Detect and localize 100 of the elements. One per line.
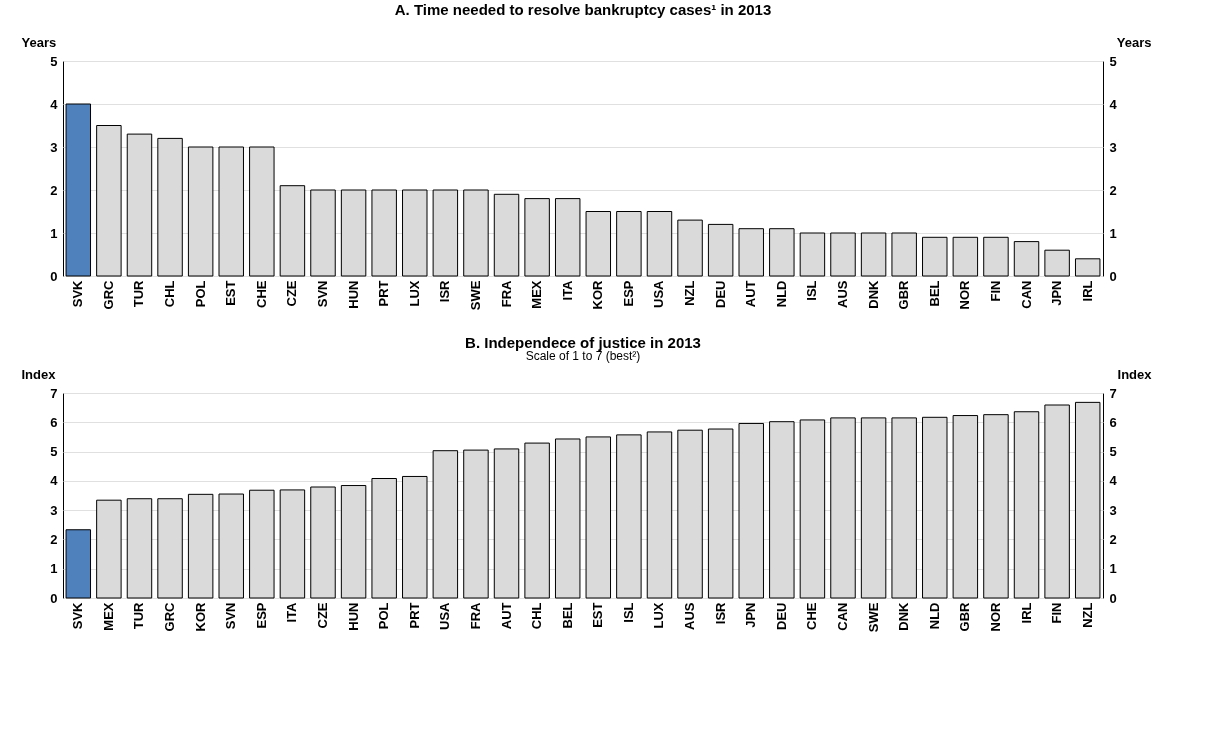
- x-tick-label: IRL: [1018, 602, 1034, 624]
- y2-tick-label: 1: [1109, 225, 1117, 241]
- y2-tick-label: 2: [1109, 531, 1117, 547]
- y-tick-label: 3: [50, 139, 58, 155]
- y-tick-label: 4: [50, 473, 59, 489]
- y2-tick-label: 7: [1109, 385, 1117, 401]
- x-tick-label: NOR: [987, 601, 1003, 632]
- y-tick-label: 1: [50, 561, 58, 577]
- x-tick-label: AUS: [682, 602, 698, 630]
- y2-tick-label: 1: [1109, 561, 1117, 577]
- y2-axis-title: Index: [1117, 366, 1153, 382]
- y2-tick-label: 5: [1109, 53, 1117, 69]
- x-tick-label: FIN: [987, 280, 1003, 302]
- y-tick-label: 4: [50, 96, 59, 112]
- y2-tick-label: 5: [1109, 444, 1117, 460]
- chart-title: B. Independece of justice in 2013: [465, 334, 701, 351]
- y-tick-label: 5: [50, 444, 58, 460]
- x-tick-label: FRA: [467, 601, 483, 630]
- x-tick-label: BEL: [559, 602, 575, 629]
- x-tick-label: CHL: [529, 602, 545, 630]
- y2-tick-label: 3: [1109, 139, 1117, 155]
- x-tick-label: LUX: [651, 602, 667, 629]
- y-axis-title: Index: [21, 366, 57, 382]
- x-tick-label: CZE: [284, 280, 300, 307]
- x-tick-label: ISL: [804, 280, 820, 301]
- x-tick-label: HUN: [345, 280, 361, 309]
- x-tick-label: GRC: [162, 601, 178, 632]
- x-tick-label: AUS: [835, 280, 850, 308]
- x-tick-label: KOR: [590, 279, 606, 310]
- x-tick-label: ESP: [620, 280, 636, 307]
- x-tick-label: DNK: [896, 601, 912, 631]
- x-tick-label: PRT: [376, 280, 392, 307]
- x-tick-label: CZE: [315, 602, 330, 629]
- y-tick-label: 1: [50, 225, 58, 241]
- y-tick-label: 6: [50, 414, 58, 430]
- chart-title: A. Time needed to resolve bankruptcy cases¹ in 2013: [394, 1, 772, 18]
- y-tick-label: 0: [50, 268, 58, 284]
- x-tick-label: DNK: [865, 279, 881, 309]
- x-tick-label: AUT: [498, 602, 514, 630]
- x-tick-label: CAN: [835, 602, 850, 631]
- x-tick-label: TUR: [131, 601, 147, 630]
- y-tick-label: 2: [50, 182, 58, 198]
- x-tick-label: ESP: [253, 602, 269, 629]
- y-axis-title: Years: [21, 34, 57, 50]
- x-tick-label: BEL: [926, 280, 942, 307]
- y-tick-label: 7: [50, 385, 58, 401]
- x-tick-label: AUT: [743, 280, 759, 308]
- x-tick-label: SVN: [315, 280, 330, 308]
- x-tick-label: POL: [376, 602, 392, 630]
- y2-tick-label: 6: [1109, 414, 1117, 430]
- x-tick-label: TUR: [131, 279, 147, 308]
- x-tick-label: SVK: [70, 601, 86, 630]
- x-tick-label: ITA: [559, 279, 575, 301]
- y2-tick-label: 2: [1109, 182, 1117, 198]
- x-tick-label: MEX: [100, 602, 116, 631]
- y2-tick-label: 3: [1109, 502, 1117, 518]
- y2-axis-title: Years: [1116, 34, 1152, 50]
- x-tick-label: NZL: [682, 280, 698, 306]
- x-tick-label: NZL: [1079, 602, 1095, 628]
- x-tick-label: FIN: [1049, 602, 1065, 624]
- x-tick-label: MEX: [529, 280, 545, 309]
- x-tick-label: CHE: [804, 602, 820, 630]
- x-tick-label: ISR: [712, 601, 728, 625]
- y-tick-label: 2: [50, 531, 58, 547]
- y2-tick-label: 4: [1109, 473, 1118, 489]
- x-tick-label: EST: [223, 280, 239, 306]
- y-tick-label: 5: [50, 53, 58, 69]
- x-tick-label: ISL: [620, 602, 636, 623]
- x-tick-label: NLD: [926, 602, 942, 630]
- x-tick-label: NLD: [773, 280, 789, 308]
- x-tick-label: GRC: [100, 279, 116, 310]
- x-tick-label: JPN: [743, 602, 759, 628]
- x-tick-label: ISR: [437, 279, 453, 303]
- x-tick-label: DEU: [773, 602, 789, 630]
- x-tick-label: EST: [590, 602, 606, 628]
- x-tick-label: SVN: [223, 602, 239, 630]
- x-tick-label: LUX: [406, 280, 422, 307]
- x-tick-label: POL: [192, 280, 208, 308]
- x-tick-label: SWE: [865, 602, 881, 633]
- x-tick-label: PRT: [406, 602, 422, 629]
- x-tick-label: JPN: [1049, 280, 1065, 306]
- x-tick-label: NOR: [957, 279, 973, 310]
- x-tick-label: CAN: [1018, 280, 1034, 309]
- x-tick-label: USA: [651, 279, 667, 308]
- x-tick-label: IRL: [1079, 280, 1095, 302]
- x-tick-label: GBR: [957, 601, 973, 632]
- x-tick-label: CHE: [253, 280, 269, 308]
- x-tick-label: FRA: [498, 279, 514, 308]
- y-tick-label: 0: [50, 590, 58, 606]
- x-tick-label: KOR: [192, 601, 208, 632]
- x-tick-label: DEU: [712, 280, 728, 308]
- y-tick-label: 3: [50, 502, 58, 518]
- y2-tick-label: 0: [1109, 268, 1117, 284]
- x-tick-label: SWE: [467, 280, 483, 311]
- y2-tick-label: 0: [1109, 590, 1117, 606]
- x-tick-label: ITA: [284, 601, 300, 623]
- x-tick-label: USA: [437, 601, 453, 630]
- y2-tick-label: 4: [1109, 96, 1118, 112]
- x-tick-label: CHL: [162, 280, 178, 308]
- x-tick-label: HUN: [345, 602, 361, 631]
